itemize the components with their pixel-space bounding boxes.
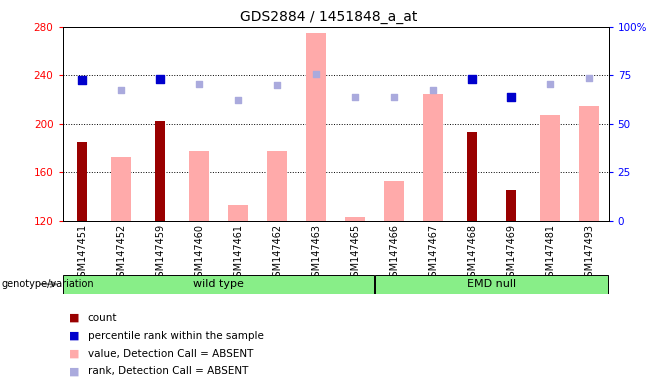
Point — [467, 76, 477, 82]
Text: value, Detection Call = ABSENT: value, Detection Call = ABSENT — [88, 349, 253, 359]
Bar — [384, 181, 404, 221]
Point — [428, 87, 438, 93]
Text: genotype/variation: genotype/variation — [1, 279, 94, 289]
Point — [389, 94, 399, 100]
Text: EMD null: EMD null — [467, 279, 516, 289]
Point — [116, 87, 126, 93]
Point — [545, 81, 555, 87]
Text: ■: ■ — [69, 366, 80, 376]
Point — [155, 76, 165, 82]
Text: wild type: wild type — [193, 279, 244, 289]
Bar — [190, 151, 209, 221]
Text: count: count — [88, 313, 117, 323]
Point — [311, 71, 321, 77]
Point — [77, 77, 88, 83]
Bar — [155, 121, 165, 221]
Point — [272, 82, 282, 88]
Point — [506, 94, 517, 100]
Bar — [540, 115, 560, 221]
Bar — [345, 217, 365, 221]
Bar — [111, 157, 131, 221]
Text: rank, Detection Call = ABSENT: rank, Detection Call = ABSENT — [88, 366, 248, 376]
Text: GDS2884 / 1451848_a_at: GDS2884 / 1451848_a_at — [240, 10, 418, 23]
Bar — [267, 151, 287, 221]
Bar — [580, 106, 599, 221]
Text: percentile rank within the sample: percentile rank within the sample — [88, 331, 263, 341]
Bar — [467, 132, 478, 221]
Point — [350, 94, 361, 100]
Bar — [423, 94, 443, 221]
Bar — [63, 275, 374, 294]
Bar — [76, 142, 88, 221]
Bar — [228, 205, 248, 221]
Point — [194, 81, 205, 87]
Point — [584, 75, 594, 81]
Bar — [506, 190, 517, 221]
Text: ■: ■ — [69, 349, 80, 359]
Bar — [307, 33, 326, 221]
Text: ■: ■ — [69, 331, 80, 341]
Text: ■: ■ — [69, 313, 80, 323]
Bar — [375, 275, 608, 294]
Point — [233, 96, 243, 103]
